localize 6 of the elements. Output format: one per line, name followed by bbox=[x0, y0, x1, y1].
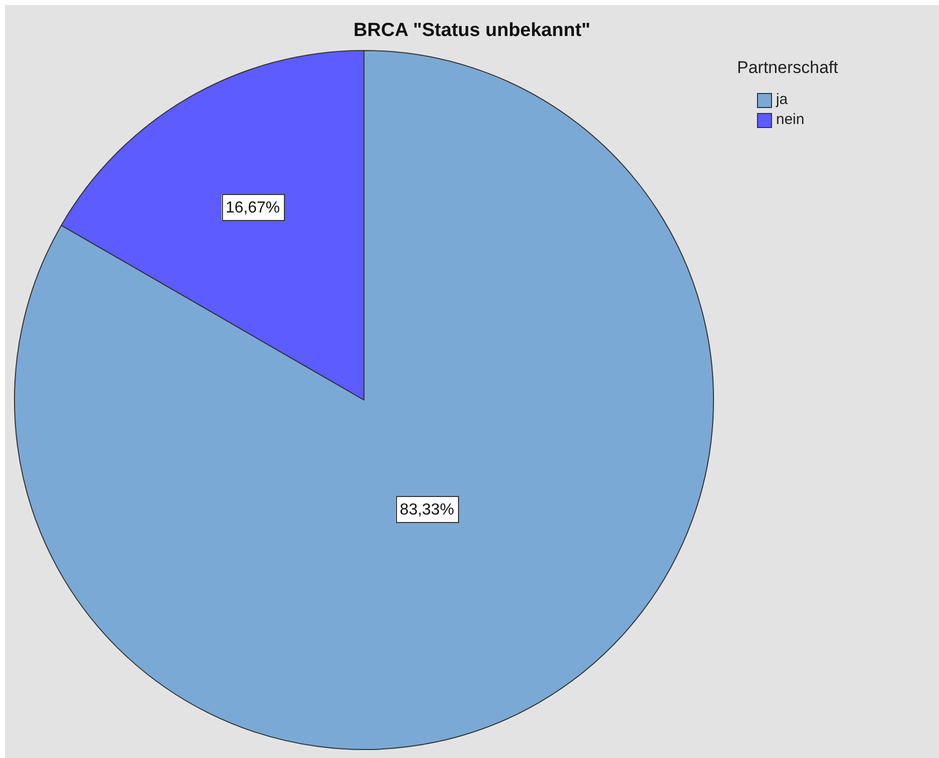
legend-label: nein bbox=[776, 110, 804, 130]
legend-title: Partnerschaft bbox=[737, 58, 838, 78]
data-label: 16,67% bbox=[226, 200, 280, 217]
chart-title: BRCA "Status unbekannt" bbox=[352, 20, 592, 42]
legend-label: ja bbox=[776, 90, 788, 110]
data-label: 83,33% bbox=[400, 501, 454, 518]
